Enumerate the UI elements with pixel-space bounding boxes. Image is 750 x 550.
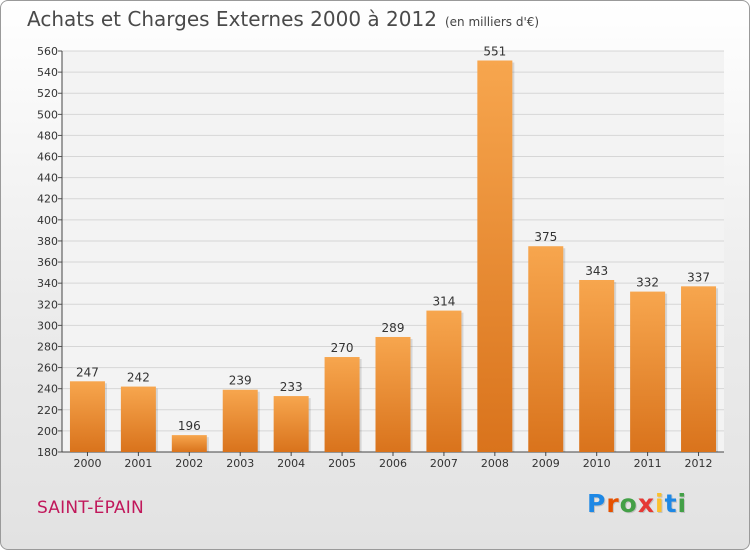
bar	[222, 389, 258, 452]
y-tick-label: 340	[37, 277, 58, 290]
x-tick-label: 2007	[430, 457, 458, 470]
proxiti-logo: Proxiti	[587, 489, 687, 518]
logo-letter: o	[619, 489, 638, 518]
y-tick-label: 460	[37, 151, 58, 164]
bar	[579, 279, 615, 452]
bar	[426, 310, 462, 452]
x-tick-label: 2011	[634, 457, 662, 470]
y-tick-label: 220	[37, 404, 58, 417]
bar	[681, 286, 717, 452]
x-tick-label: 2005	[328, 457, 356, 470]
data-label: 270	[331, 341, 354, 355]
y-tick-label: 280	[37, 340, 58, 353]
data-label: 242	[127, 371, 150, 385]
bar	[630, 291, 666, 452]
y-tick-label: 500	[37, 108, 58, 121]
y-tick-label: 360	[37, 256, 58, 269]
bar	[375, 336, 411, 452]
data-label: 337	[687, 270, 710, 284]
y-tick-label: 440	[37, 172, 58, 185]
y-tick-label: 180	[37, 446, 58, 459]
x-tick-label: 2002	[175, 457, 203, 470]
y-tick-label: 520	[37, 87, 58, 100]
y-tick-label: 380	[37, 235, 58, 248]
y-tick-label: 200	[37, 425, 58, 438]
bar	[120, 386, 156, 452]
x-tick-label: 2006	[379, 457, 407, 470]
bar	[273, 396, 309, 452]
x-tick-label: 2003	[226, 457, 254, 470]
data-label: 233	[280, 380, 303, 394]
data-label: 551	[483, 44, 506, 58]
y-tick-label: 540	[37, 66, 58, 79]
logo-letter: i	[677, 489, 688, 518]
x-tick-label: 2004	[277, 457, 305, 470]
bar	[477, 60, 513, 452]
y-tick-label: 240	[37, 383, 58, 396]
x-tick-label: 2000	[73, 457, 101, 470]
y-tick-label: 560	[37, 45, 58, 58]
y-tick-label: 320	[37, 298, 58, 311]
data-label: 247	[76, 365, 99, 379]
data-label: 343	[585, 264, 608, 278]
x-tick-label: 2008	[481, 457, 509, 470]
bar	[171, 435, 207, 452]
bar	[528, 246, 564, 452]
bar	[69, 381, 105, 452]
x-tick-label: 2001	[124, 457, 152, 470]
logo-letter: x	[637, 489, 655, 518]
y-tick-label: 420	[37, 193, 58, 206]
data-label: 196	[178, 419, 201, 433]
logo-letter: r	[606, 489, 620, 518]
chart-unit: (en milliers d'€)	[444, 15, 540, 29]
x-tick-label: 2012	[685, 457, 713, 470]
y-tick-label: 480	[37, 129, 58, 142]
y-tick-label: 400	[37, 214, 58, 227]
x-tick-label: 2009	[532, 457, 560, 470]
data-label: 289	[382, 321, 405, 335]
chart-title-text: Achats et Charges Externes 2000 à 2012	[27, 7, 437, 31]
logo-letter: i	[655, 489, 665, 518]
logo-letter: t	[664, 489, 678, 518]
data-label: 239	[229, 374, 252, 388]
y-tick-label: 260	[37, 362, 58, 375]
logo-letter: P	[587, 489, 607, 518]
data-label: 332	[636, 276, 659, 290]
x-tick-label: 2010	[583, 457, 611, 470]
data-label: 314	[432, 295, 455, 309]
bar	[324, 357, 360, 452]
place-name: SAINT-ÉPAIN	[37, 498, 144, 518]
chart-title: Achats et Charges Externes 2000 à 2012 (e…	[27, 7, 539, 31]
data-label: 375	[534, 230, 557, 244]
y-tick-label: 300	[37, 319, 58, 332]
